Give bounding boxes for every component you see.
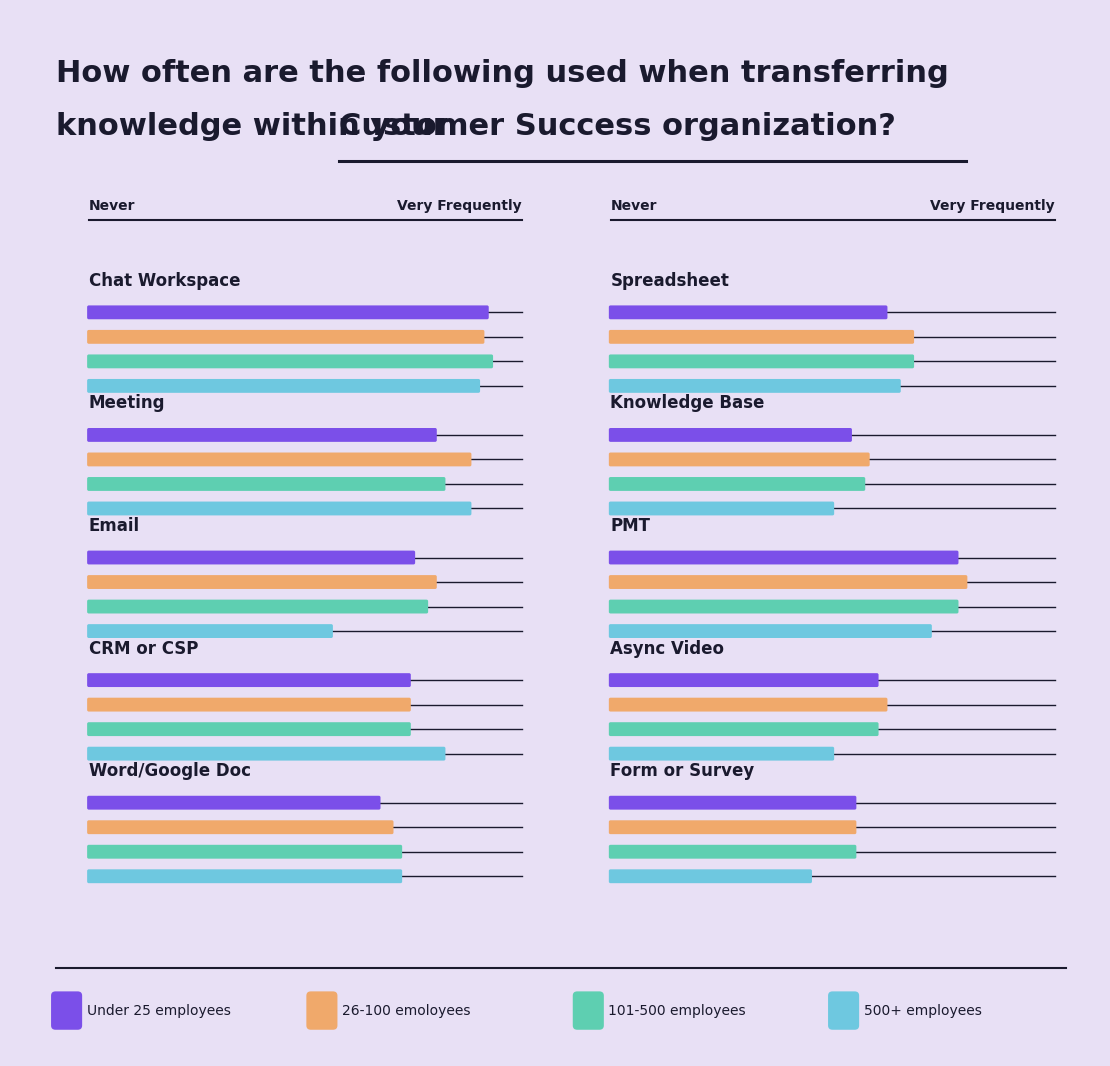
Text: 500+ employees: 500+ employees — [864, 1003, 981, 1018]
Text: Under 25 employees: Under 25 employees — [87, 1003, 231, 1018]
Text: Word/Google Doc: Word/Google Doc — [89, 762, 251, 780]
Text: PMT: PMT — [610, 517, 650, 535]
Text: Chat Workspace: Chat Workspace — [89, 272, 240, 290]
Text: How often are the following used when transferring: How often are the following used when tr… — [56, 59, 948, 87]
Text: Knowledge Base: Knowledge Base — [610, 394, 765, 413]
Text: Very Frequently: Very Frequently — [930, 199, 1054, 213]
Text: Form or Survey: Form or Survey — [610, 762, 755, 780]
Text: 101-500 employees: 101-500 employees — [608, 1003, 746, 1018]
Text: knowledge within your: knowledge within your — [56, 112, 458, 141]
Text: 26-100 emoloyees: 26-100 emoloyees — [342, 1003, 471, 1018]
Text: Never: Never — [610, 199, 657, 213]
Text: Spreadsheet: Spreadsheet — [610, 272, 729, 290]
Text: Async Video: Async Video — [610, 640, 725, 658]
Text: Meeting: Meeting — [89, 394, 165, 413]
Text: CRM or CSP: CRM or CSP — [89, 640, 199, 658]
Text: Never: Never — [89, 199, 135, 213]
Text: Customer Success organization?: Customer Success organization? — [339, 112, 896, 141]
Text: Email: Email — [89, 517, 140, 535]
Text: Very Frequently: Very Frequently — [397, 199, 522, 213]
